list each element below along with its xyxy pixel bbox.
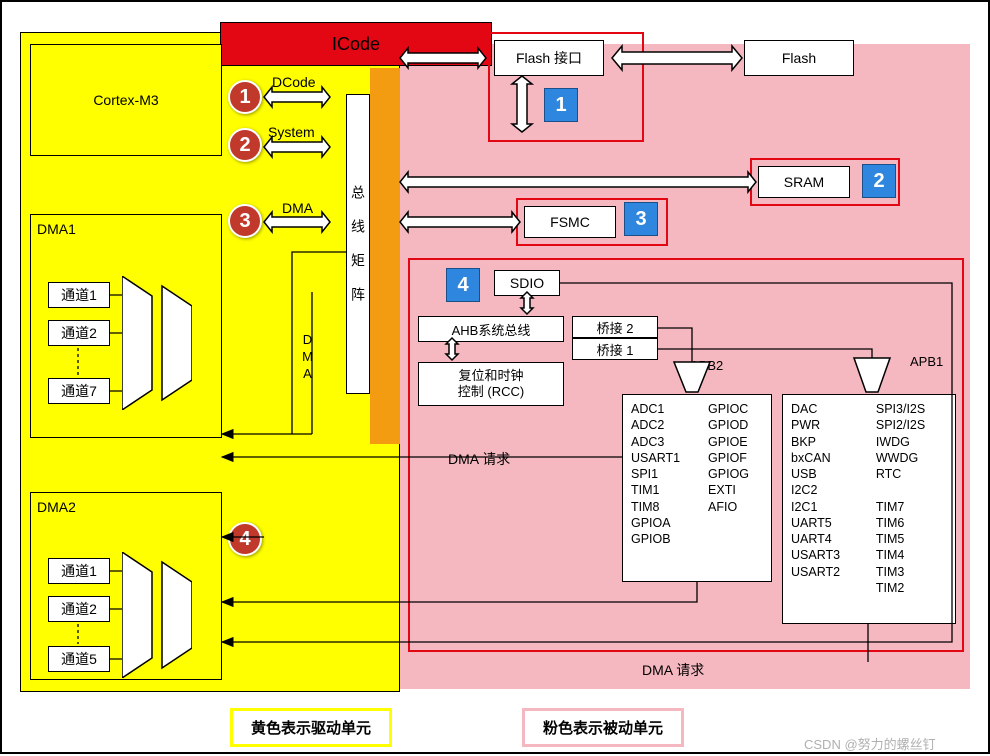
dma1-mux-icon [122, 276, 192, 410]
apb1-box: DACPWRBKPbxCANUSBI2C2I2C1UART5UART4USART… [782, 394, 956, 624]
apb1-grid: DACPWRBKPbxCANUSBI2C2I2C1UART5UART4USART… [791, 401, 947, 596]
ahb-box: AHB系统总线 [418, 316, 564, 342]
legend-yellow: 黄色表示驱动单元 [230, 708, 392, 747]
flash-label: Flash [782, 50, 816, 66]
ch2-label: 通道2 [61, 323, 97, 343]
rcc-box: 复位和时钟 控制 (RCC) [418, 362, 564, 406]
apb1-col2: SPI3/I2SSPI2/I2SIWDGWWDGRTC TIM7TIM6TIM5… [876, 401, 947, 596]
icode-label: ICode [332, 34, 380, 55]
bridge1-label: 桥接 1 [597, 340, 634, 359]
ahb-label: AHB系统总线 [452, 320, 531, 339]
blue-sq-3: 3 [624, 202, 658, 236]
legend-yellow-text: 黄色表示驱动单元 [251, 720, 371, 737]
rc2-text: 2 [239, 134, 250, 157]
bridge2-label: 桥接 2 [597, 318, 634, 337]
dma-vert-label: DMA [300, 332, 315, 383]
dma-req-label2: DMA 请求 [642, 660, 704, 680]
icode-bar: ICode [220, 22, 492, 66]
bs4-text: 4 [457, 274, 468, 297]
dcode-label: DCode [272, 74, 316, 90]
system-label: System [268, 124, 315, 140]
dma2-label: DMA2 [37, 499, 76, 515]
ch5-label: 通道5 [61, 649, 97, 669]
ch1b-label: 通道1 [61, 561, 97, 581]
dma1-ch7: 通道7 [48, 378, 110, 404]
dma1-ch1: 通道1 [48, 282, 110, 308]
apb2-grid: ADC1ADC2ADC3USART1SPI1TIM1TIM8GPIOAGPIOB… [631, 401, 763, 547]
rcc-label: 复位和时钟 控制 (RCC) [458, 368, 524, 399]
apb1-col1: DACPWRBKPbxCANUSBI2C2I2C1UART5UART4USART… [791, 401, 862, 596]
rc4-text: 4 [239, 528, 250, 551]
ch1-label: 通道1 [61, 285, 97, 305]
red-circle-4: 4 [228, 522, 262, 556]
watermark: CSDN @努力的螺丝钉 [804, 734, 936, 753]
bus-matrix-label: 总 线 矩 阵 [348, 185, 368, 303]
dma2-ch5: 通道5 [48, 646, 110, 672]
dma2-ch2: 通道2 [48, 596, 110, 622]
bridge2-box: 桥接 2 [572, 316, 658, 338]
red-circle-1: 1 [228, 80, 262, 114]
red-circle-3: 3 [228, 204, 262, 238]
apb1-label: APB1 [910, 354, 943, 369]
ch2b-label: 通道2 [61, 599, 97, 619]
dma2-mux-icon [122, 552, 192, 678]
dma1-label: DMA1 [37, 221, 76, 237]
flash-box: Flash [744, 40, 854, 76]
dma2-ch1: 通道1 [48, 558, 110, 584]
flash-if-highlight [488, 32, 644, 142]
sdio-box: SDIO [494, 270, 560, 296]
bs1-text: 1 [555, 94, 566, 117]
cpu-box: Cortex-M3 [30, 44, 222, 156]
blue-sq-2: 2 [862, 164, 896, 198]
blue-sq-1: 1 [544, 88, 578, 122]
apb2-box: ADC1ADC2ADC3USART1SPI1TIM1TIM8GPIOAGPIOB… [622, 394, 772, 582]
apb2-col1: ADC1ADC2ADC3USART1SPI1TIM1TIM8GPIOAGPIOB [631, 401, 694, 547]
bus-matrix-bg [370, 68, 400, 444]
dma-req-label: DMA 请求 [448, 449, 510, 469]
legend-pink-text: 粉色表示被动单元 [543, 720, 663, 737]
legend-pink: 粉色表示被动单元 [522, 708, 684, 747]
bridge1-box: 桥接 1 [572, 338, 658, 360]
bs3-text: 3 [635, 208, 646, 231]
cpu-label: Cortex-M3 [93, 92, 158, 108]
ch7-label: 通道7 [61, 381, 97, 401]
bus-matrix-box: 总 线 矩 阵 [346, 94, 370, 394]
sdio-label: SDIO [510, 275, 544, 291]
bs2-text: 2 [873, 170, 884, 193]
dma-label: DMA [282, 200, 313, 216]
apb2-col2: GPIOCGPIODGPIOEGPIOFGPIOGEXTIAFIO [708, 401, 763, 547]
red-circle-2: 2 [228, 128, 262, 162]
blue-sq-4: 4 [446, 268, 480, 302]
rc1-text: 1 [239, 86, 250, 109]
rc3-text: 3 [239, 210, 250, 233]
apb2-label: APB2 [690, 358, 723, 373]
dma1-ch2: 通道2 [48, 320, 110, 346]
